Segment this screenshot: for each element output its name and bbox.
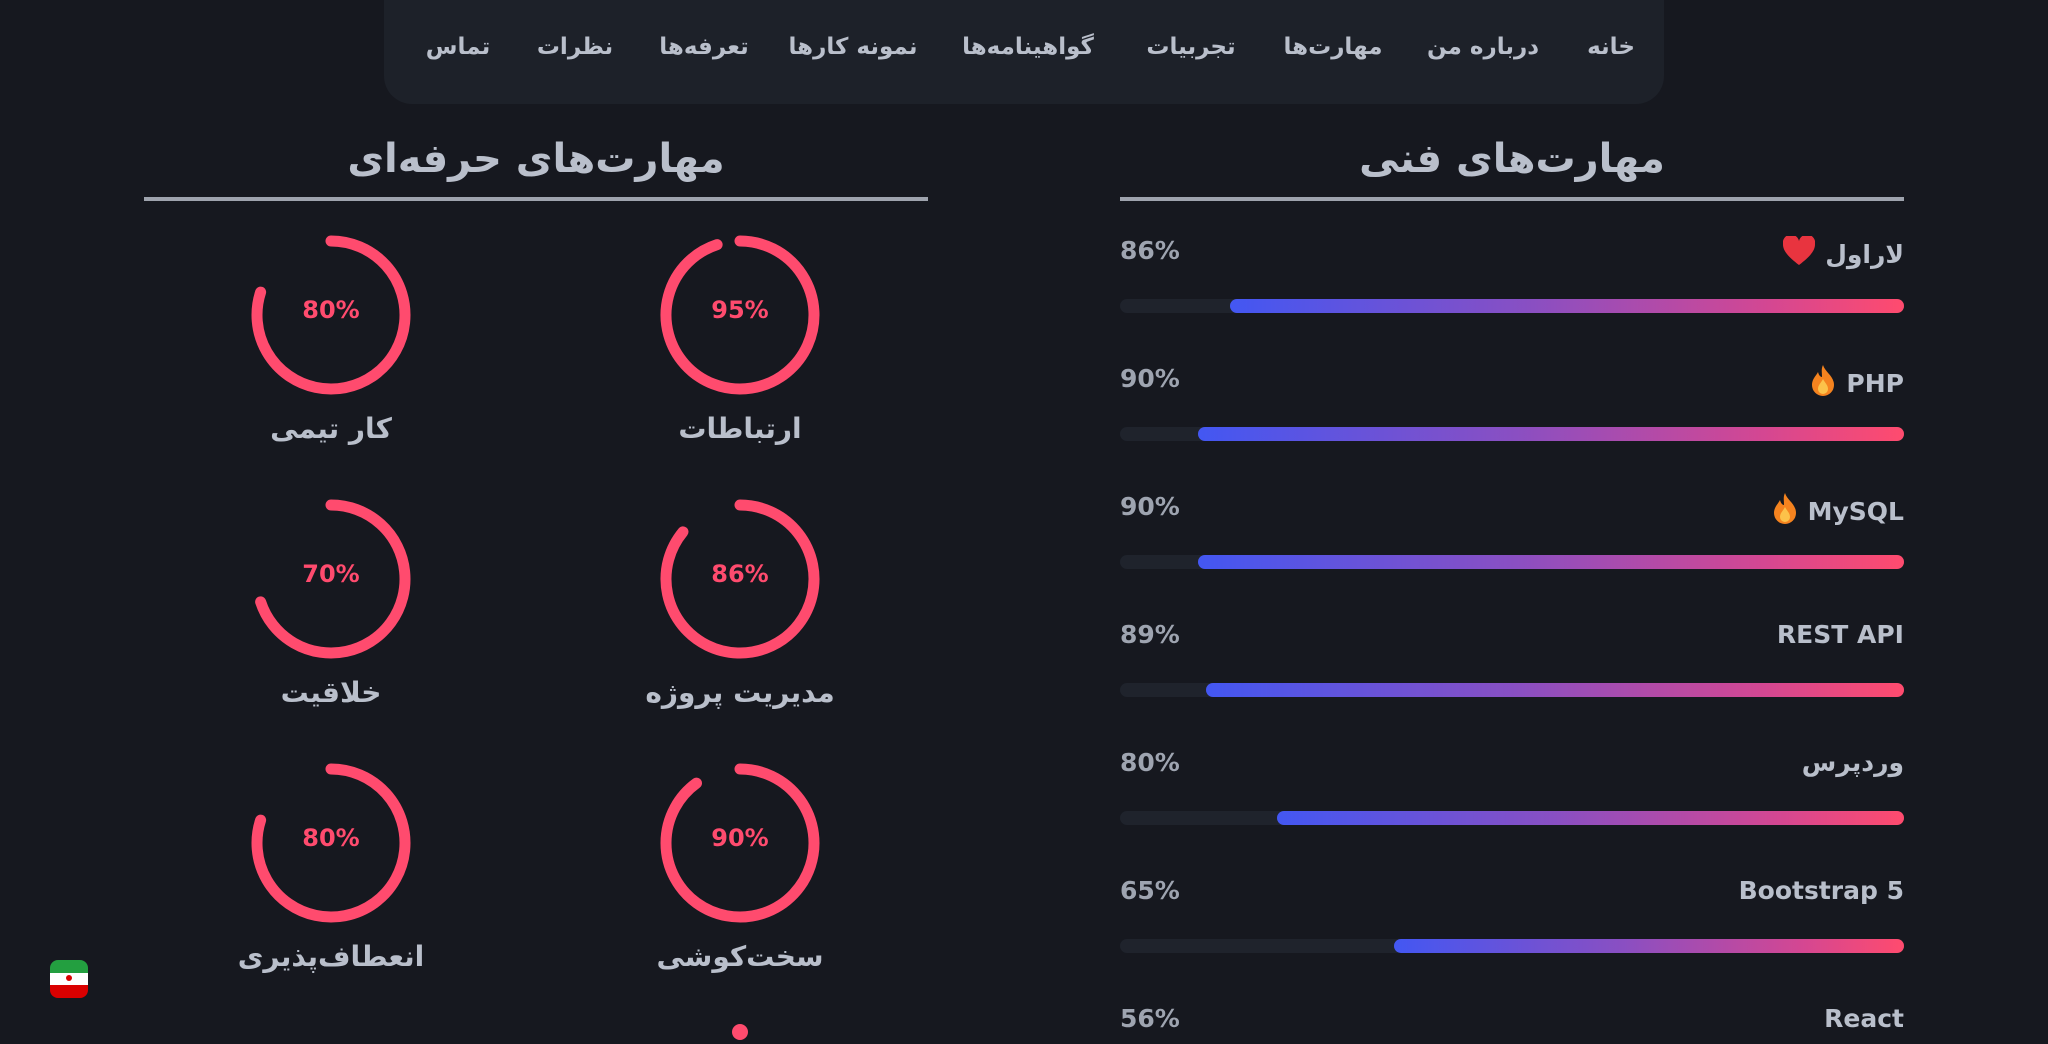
progress-ring-flexibility: [251, 763, 411, 923]
skill-bar-fill-laravel: [1229, 299, 1904, 313]
ring-label-teamwork: کار تیمی: [270, 412, 392, 445]
nav-portfolio[interactable]: نمونه کارها: [788, 34, 918, 60]
skill-track-php: [1120, 427, 1904, 441]
progress-ring-project-management: [660, 499, 820, 659]
skill-bar-fill-rest-api: [1206, 683, 1904, 697]
skill-name-bootstrap: Bootstrap 5: [1738, 876, 1904, 905]
skill-name-rest-api: REST API: [1776, 620, 1904, 649]
skill-name-row: لاراول: [1782, 234, 1904, 272]
technical-divider: [1120, 197, 1904, 201]
iran-flag-icon[interactable]: [50, 960, 88, 998]
skill-track-wordpress: [1120, 811, 1904, 825]
nav-testimonials[interactable]: نظرات: [536, 34, 614, 60]
skill-name-row: وردپرس: [1802, 748, 1904, 777]
technical-skills-title: مهارت‌های فنی: [1359, 136, 1665, 182]
skill-name-php: PHP: [1846, 368, 1904, 398]
ring-percent-hard-work: 90%: [711, 824, 769, 852]
skill-track-laravel: [1120, 299, 1904, 313]
ring-arc: [251, 763, 411, 923]
ring-arc: [660, 499, 820, 659]
skill-track-rest-api: [1120, 683, 1904, 697]
nav-home[interactable]: خانه: [1587, 34, 1635, 60]
progress-ring-teamwork: [251, 235, 411, 395]
fire-icon: [1772, 492, 1798, 530]
skill-name-wordpress: وردپرس: [1801, 748, 1904, 777]
skill-percent-rest-api: 89%: [1120, 620, 1180, 649]
ring-percent-flexibility: 80%: [302, 824, 360, 852]
ring-arc: [660, 763, 820, 923]
skill-name-row: React: [1824, 1004, 1904, 1033]
skill-bar-fill-wordpress: [1276, 811, 1904, 825]
skill-percent-laravel: 86%: [1120, 236, 1180, 265]
skill-bar-fill-mysql: [1198, 555, 1904, 569]
nav-certificates[interactable]: گواهینامه‌ها: [962, 34, 1094, 60]
skill-track-bootstrap: [1120, 939, 1904, 953]
skill-name-mysql: MySQL: [1807, 496, 1904, 526]
nav-skills[interactable]: مهارت‌ها: [1283, 34, 1383, 60]
ring-label-hard-work: سخت‌کوشی: [656, 940, 824, 973]
skill-percent-react: 56%: [1120, 1004, 1180, 1033]
skill-percent-wordpress: 80%: [1120, 748, 1180, 777]
ring-percent-creativity: 70%: [302, 560, 360, 588]
ring-label-communication: ارتباطات: [678, 412, 802, 445]
nav-about[interactable]: درباره من: [1426, 34, 1540, 60]
partial-ring-indicator: [732, 1024, 748, 1040]
skill-name-row: Bootstrap 5: [1739, 876, 1904, 905]
nav-experience[interactable]: تجربیات: [1146, 34, 1236, 60]
skill-name-row: PHP: [1810, 364, 1904, 402]
ring-percent-project-management: 86%: [711, 560, 769, 588]
progress-ring-communication: [660, 235, 820, 395]
skill-bar-fill-php: [1198, 427, 1904, 441]
progress-ring-creativity: [255, 499, 411, 659]
ring-arc: [255, 499, 411, 659]
skill-name-row: MySQL: [1772, 492, 1904, 530]
skill-percent-php: 90%: [1120, 364, 1180, 393]
skill-percent-mysql: 90%: [1120, 492, 1180, 521]
ring-label-flexibility: انعطاف‌پذیری: [237, 940, 425, 973]
skill-name-row: REST API: [1777, 620, 1904, 649]
skill-track-mysql: [1120, 555, 1904, 569]
ring-label-creativity: خلاقیت: [280, 676, 382, 709]
nav-contact[interactable]: تماس: [425, 34, 491, 60]
professional-skills-title: مهارت‌های حرفه‌ای: [347, 136, 725, 182]
ring-percent-teamwork: 80%: [302, 296, 360, 324]
skill-percent-bootstrap: 65%: [1120, 876, 1180, 905]
progress-ring-hard-work: [660, 763, 820, 923]
skill-name-laravel: لاراول: [1825, 239, 1904, 269]
ring-arc: [251, 235, 411, 395]
top-navigation: خانه درباره من مهارت‌ها تجربیات گواهینام…: [384, 0, 1664, 104]
ring-label-project-management: مدیریت پروژه: [645, 676, 835, 709]
heart-icon: [1782, 234, 1816, 272]
ring-arc: [660, 235, 820, 395]
nav-pricing[interactable]: تعرفه‌ها: [659, 34, 749, 60]
ring-percent-communication: 95%: [711, 296, 769, 324]
professional-divider: [144, 197, 928, 201]
skill-name-react: React: [1824, 1004, 1904, 1033]
skill-bar-fill-bootstrap: [1394, 939, 1904, 953]
fire-icon: [1810, 364, 1836, 402]
